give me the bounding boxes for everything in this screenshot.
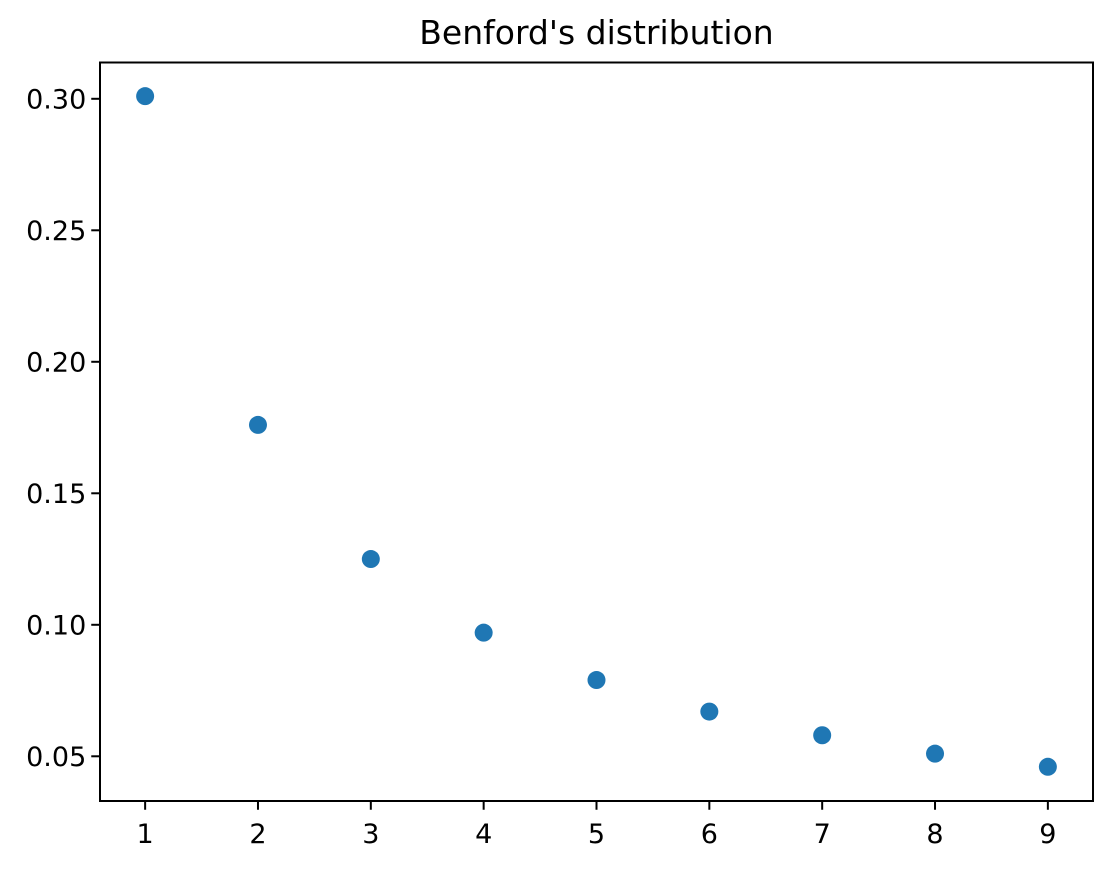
x-tick-label: 8 xyxy=(926,819,943,850)
data-point xyxy=(813,726,832,745)
chart-title: Benford's distribution xyxy=(419,13,773,52)
data-point xyxy=(926,744,945,763)
y-tick-label: 0.20 xyxy=(26,347,86,378)
x-tick-label: 6 xyxy=(701,819,718,850)
x-tick-label: 7 xyxy=(814,819,831,850)
data-point xyxy=(700,702,719,721)
data-point xyxy=(474,623,493,642)
x-tick-label: 9 xyxy=(1039,819,1056,850)
x-tick-label: 2 xyxy=(249,819,266,850)
plot-frame xyxy=(99,61,1094,802)
y-tick-label: 0.10 xyxy=(26,610,86,641)
y-tick-label: 0.25 xyxy=(26,216,86,247)
y-tick-label: 0.30 xyxy=(26,84,86,115)
y-tick-label: 0.15 xyxy=(26,479,86,510)
x-tick-label: 4 xyxy=(475,819,492,850)
y-tick-label: 0.05 xyxy=(26,742,86,773)
x-tick-label: 1 xyxy=(137,819,154,850)
data-point xyxy=(248,415,267,434)
data-point xyxy=(361,550,380,569)
data-point xyxy=(136,87,155,106)
x-tick-label: 5 xyxy=(588,819,605,850)
x-tick-label: 3 xyxy=(362,819,379,850)
data-point xyxy=(1038,757,1057,776)
data-point xyxy=(587,671,606,690)
plot-background xyxy=(100,62,1093,801)
